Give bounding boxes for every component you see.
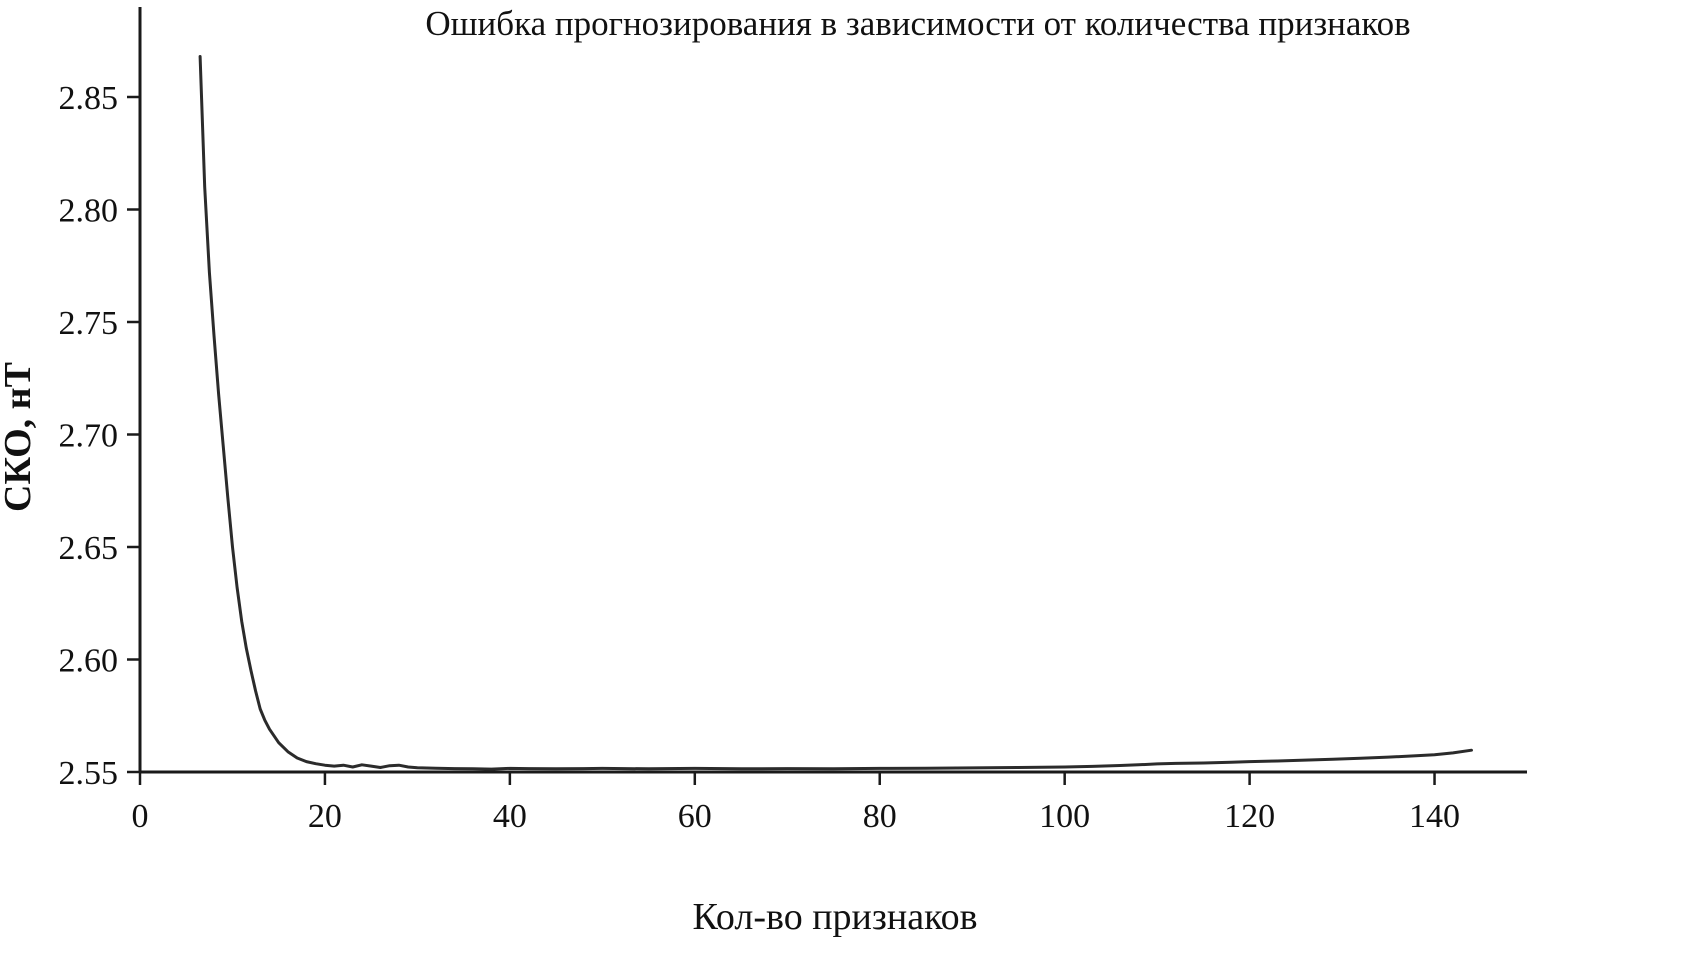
x-axis-label: Кол-во признаков xyxy=(692,896,978,938)
y-tick-label: 2.80 xyxy=(59,193,119,230)
x-tick-label: 20 xyxy=(308,798,342,835)
chart-title: Ошибка прогнозирования в зависимости от … xyxy=(425,4,1411,43)
ticks-layer: 2.55 2.60 2.65 2.70 2.75 2.80 2.85 0 20 40 60 80 100… xyxy=(59,80,1461,835)
axes-layer xyxy=(138,7,1527,774)
x-tick-label: 40 xyxy=(493,798,527,835)
y-tick-label: 2.75 xyxy=(59,305,119,342)
x-tick-label: 100 xyxy=(1039,798,1090,835)
y-tick-label: 2.65 xyxy=(59,530,119,567)
y-tick-label: 2.70 xyxy=(59,418,119,455)
x-tick-label: 140 xyxy=(1409,798,1460,835)
series-path xyxy=(198,55,1473,771)
y-tick-label: 2.55 xyxy=(59,755,119,792)
y-tick-label: 2.85 xyxy=(59,80,119,117)
x-tick-label: 60 xyxy=(678,798,712,835)
y-tick-label: 2.60 xyxy=(59,643,119,680)
x-tick-label: 120 xyxy=(1224,798,1275,835)
x-tick-label: 80 xyxy=(863,798,897,835)
x-tick-label: 0 xyxy=(132,798,149,835)
line-series xyxy=(198,55,1473,771)
y-axis-label: СКО, нТ xyxy=(0,362,39,512)
